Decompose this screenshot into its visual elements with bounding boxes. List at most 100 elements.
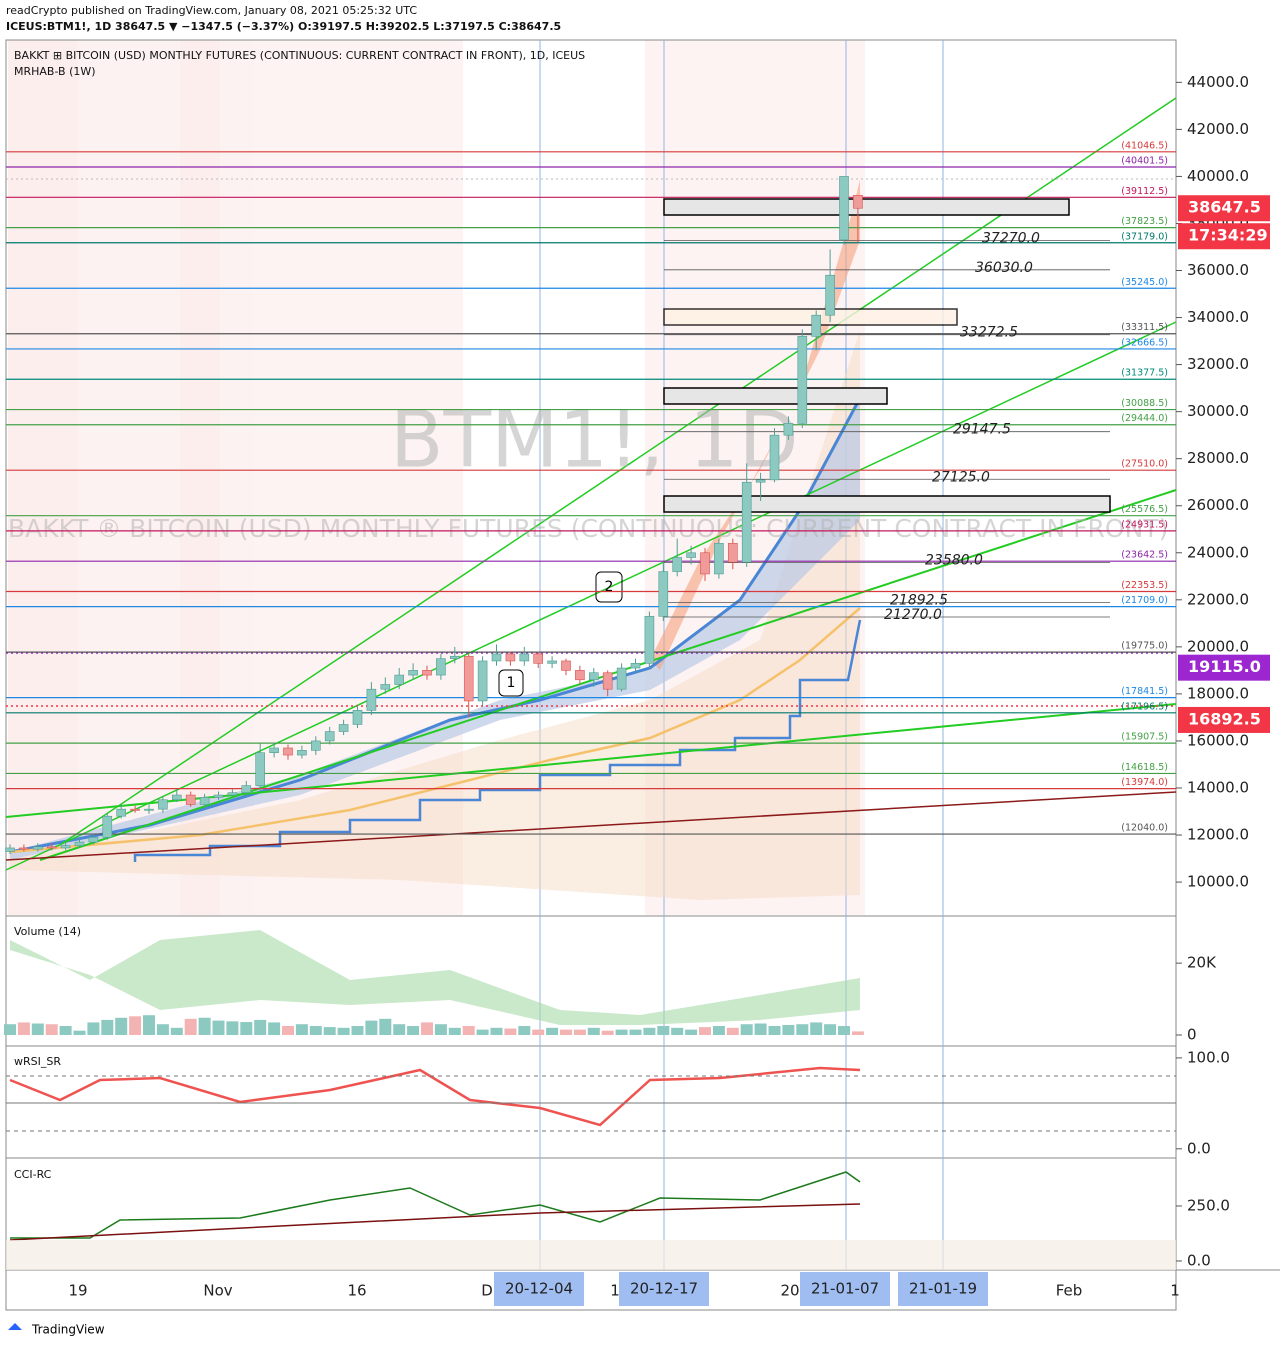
candle-body — [769, 434, 780, 481]
y-tick-label: 24000.0 — [1187, 543, 1249, 561]
candle-body — [297, 750, 307, 756]
volume-bar — [671, 1027, 684, 1035]
volume-bar — [476, 1029, 489, 1035]
volume-bar — [657, 1026, 670, 1035]
candle-body — [380, 684, 391, 690]
level-label: (33311.5) — [1121, 322, 1168, 333]
volume-bar — [143, 1015, 155, 1035]
volume-bar — [490, 1027, 503, 1035]
x-tick-label: 1 — [1170, 1282, 1180, 1300]
volume-bar — [560, 1029, 572, 1035]
volume-bar — [337, 1027, 350, 1035]
volume-bar — [17, 1022, 30, 1035]
annotation-label: 37270.0 — [982, 231, 1040, 247]
candle-body — [547, 660, 557, 664]
volume-bar — [45, 1024, 58, 1035]
volume-bar — [573, 1029, 586, 1035]
volume-bar — [726, 1027, 739, 1035]
band — [10, 330, 860, 900]
candle-body — [324, 731, 335, 742]
y-tick-label: 32000.0 — [1187, 355, 1249, 373]
volume-bar — [712, 1026, 725, 1035]
candle-body — [144, 808, 154, 811]
candle-body — [825, 274, 835, 316]
volume-bar — [59, 1026, 72, 1035]
hatch-lines — [6, 178, 1176, 707]
volume-bar — [365, 1020, 378, 1035]
candle-body — [269, 747, 279, 754]
volume-bar — [532, 1029, 545, 1035]
watermark: BAKKT ® BITCOIN (USD) MONTHLY FUTURES (C… — [8, 514, 1168, 543]
y-tick-label: 20000.0 — [1187, 637, 1249, 655]
level-label: (32666.5) — [1121, 337, 1168, 348]
volume-bar — [699, 1027, 711, 1035]
candle-body — [672, 557, 683, 572]
cci-line — [10, 1171, 861, 1239]
volume-bar — [754, 1023, 767, 1035]
level-label: (21709.0) — [1121, 595, 1168, 606]
pane-title: Volume (14) — [14, 925, 81, 938]
candle-body — [811, 314, 822, 337]
candle-body — [491, 653, 502, 662]
candle-body — [755, 479, 766, 483]
date-badge — [494, 1272, 584, 1306]
level-label: (24931.5) — [1121, 519, 1168, 530]
y-tick-label: 30000.0 — [1187, 402, 1249, 420]
volume-bar — [156, 1024, 169, 1035]
date-label: 21-01-07 — [811, 1280, 879, 1298]
candle-body — [199, 797, 210, 805]
volume-bar — [518, 1026, 531, 1035]
trend-lines — [5, 97, 1177, 871]
volume-bar — [685, 1029, 698, 1035]
volume-bar — [240, 1022, 253, 1035]
y-tick-label: 44000.0 — [1187, 73, 1249, 91]
candle-body — [797, 336, 808, 424]
level-label: (12040.0) — [1121, 823, 1168, 834]
level-label: (13974.0) — [1121, 777, 1168, 788]
level-label: (15907.5) — [1121, 732, 1168, 743]
volume-bar — [212, 1020, 225, 1035]
session-shading — [8, 40, 865, 915]
candle-body — [5, 847, 15, 852]
date-badge — [800, 1272, 890, 1306]
candle-body — [505, 653, 516, 662]
level-label: (37179.0) — [1121, 231, 1168, 242]
volume-bar — [629, 1029, 642, 1035]
candle-body — [19, 847, 29, 850]
level-label: (30088.5) — [1121, 398, 1168, 409]
volume-bar — [421, 1022, 433, 1035]
candle-body — [561, 660, 571, 671]
candle-body — [46, 846, 57, 849]
volume-bar — [504, 1028, 517, 1035]
candle-body — [241, 785, 252, 793]
volume-bar — [768, 1026, 781, 1035]
date-label: 20-12-17 — [630, 1280, 698, 1298]
volume-bar — [73, 1030, 86, 1035]
candle-body — [436, 658, 446, 676]
candle-body — [158, 799, 168, 810]
candle-body — [575, 670, 585, 681]
candle-body — [102, 815, 113, 838]
volume-bar — [615, 1029, 628, 1035]
volume-bar — [740, 1024, 753, 1035]
chart-title: BAKKT ⊞ BITCOIN (USD) MONTHLY FUTURES (C… — [14, 49, 585, 62]
volume-bar — [796, 1024, 809, 1035]
volume-bar — [643, 1027, 656, 1035]
price-badge — [1178, 706, 1270, 733]
chart-subtitle: MRHAB-B (1W) — [14, 65, 96, 78]
level-label: (25576.5) — [1121, 504, 1168, 515]
moving-average — [9, 397, 862, 854]
cci-signal — [9, 1203, 861, 1241]
volume-bar — [546, 1027, 559, 1035]
volume-bar — [851, 1031, 864, 1035]
moving-average — [9, 607, 861, 854]
annotation-label: 29147.5 — [953, 422, 1011, 438]
volume-bar — [434, 1024, 447, 1035]
candle-body — [783, 423, 794, 436]
volume-bar — [587, 1027, 600, 1035]
volume-bar — [601, 1030, 614, 1035]
y-tick-label: 42000.0 — [1187, 120, 1249, 138]
volume-bar — [462, 1026, 475, 1035]
candle-body — [255, 752, 265, 786]
candle-body — [658, 571, 669, 617]
